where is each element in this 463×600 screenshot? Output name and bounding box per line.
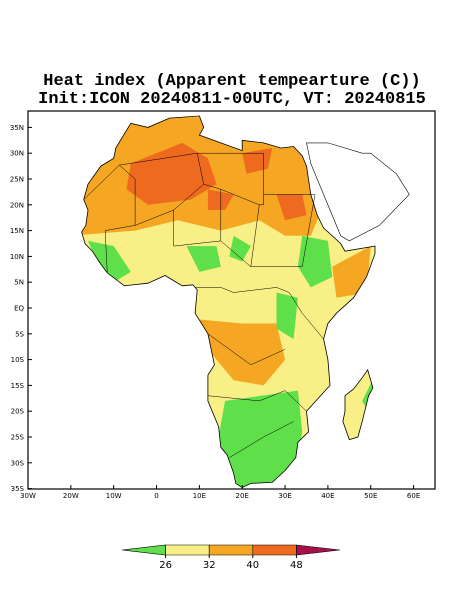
- colorbar-segment: [121, 544, 166, 556]
- arabia-outline: [306, 142, 410, 242]
- lat-label: 15S: [11, 382, 25, 390]
- colorbar-label: 48: [290, 560, 303, 571]
- heat-region: [229, 235, 251, 262]
- colorbar-segment: [208, 544, 254, 556]
- border: [104, 225, 136, 273]
- heat-region: [186, 246, 221, 272]
- heat-fields: [81, 117, 375, 488]
- colorbar-label: 32: [203, 560, 216, 571]
- map-frame: [27, 110, 436, 490]
- lat-label: 20N: [10, 201, 24, 209]
- border: [83, 164, 136, 226]
- lon-label: 30E: [278, 492, 291, 500]
- colorbar-label: 40: [246, 560, 259, 571]
- lat-label: 5N: [14, 279, 24, 287]
- lon-label: 10E: [193, 492, 206, 500]
- lon-label: 20W: [63, 492, 79, 500]
- lon-label: 10W: [106, 492, 122, 500]
- lat-label: 20S: [11, 408, 25, 416]
- heat-region: [276, 292, 298, 339]
- lat-label: 25N: [10, 176, 24, 184]
- heat-region: [276, 194, 307, 221]
- heat-region: [297, 235, 333, 288]
- lat-label: 15N: [10, 227, 24, 235]
- heat-region: [88, 240, 131, 283]
- lon-label: 0: [154, 492, 158, 500]
- title: Heat index (Apparent tempearture (C)): [43, 72, 420, 91]
- lon-label: 20E: [236, 492, 249, 500]
- lat-label: 30N: [10, 150, 24, 158]
- border: [173, 189, 222, 247]
- lon-label: 40E: [321, 492, 334, 500]
- lat-label: 10S: [11, 356, 25, 364]
- lat-label: 25S: [11, 434, 25, 442]
- heat-region: [242, 148, 273, 174]
- lat-label: 5S: [15, 330, 24, 338]
- border: [207, 333, 286, 366]
- lat-label: 10N: [10, 253, 24, 261]
- lon-label: 30W: [20, 492, 36, 500]
- colorbar-segment: [252, 544, 297, 556]
- lat-label: 35S: [11, 485, 25, 493]
- border: [250, 194, 316, 267]
- lat-label: 35N: [10, 124, 24, 132]
- colorbar: 26 32 40 48: [121, 544, 341, 571]
- heat-region: [186, 318, 286, 386]
- map: [81, 115, 410, 489]
- border: [197, 152, 264, 206]
- colorbar-segment: [165, 544, 210, 556]
- border: [229, 421, 294, 458]
- subtitle: Init:ICON 20240811-00UTC, VT: 20240815: [38, 90, 426, 109]
- heat-region: [126, 142, 217, 205]
- lon-label: 50E: [364, 492, 377, 500]
- heat-region: [332, 246, 371, 298]
- colorbar-label: 26: [159, 560, 172, 571]
- colorbar-segment: [296, 544, 341, 556]
- border: [195, 287, 324, 340]
- map-ticks: 35N 30N 25N 20N 15N 10N 5N EQ 5S 10S 15S 20S 25S 30S 3…: [10, 124, 420, 500]
- lon-label: 60E: [407, 492, 420, 500]
- coastline: [81, 115, 376, 489]
- lat-label: 30S: [11, 459, 25, 467]
- lat-label: EQ: [14, 305, 24, 313]
- border: [207, 390, 307, 412]
